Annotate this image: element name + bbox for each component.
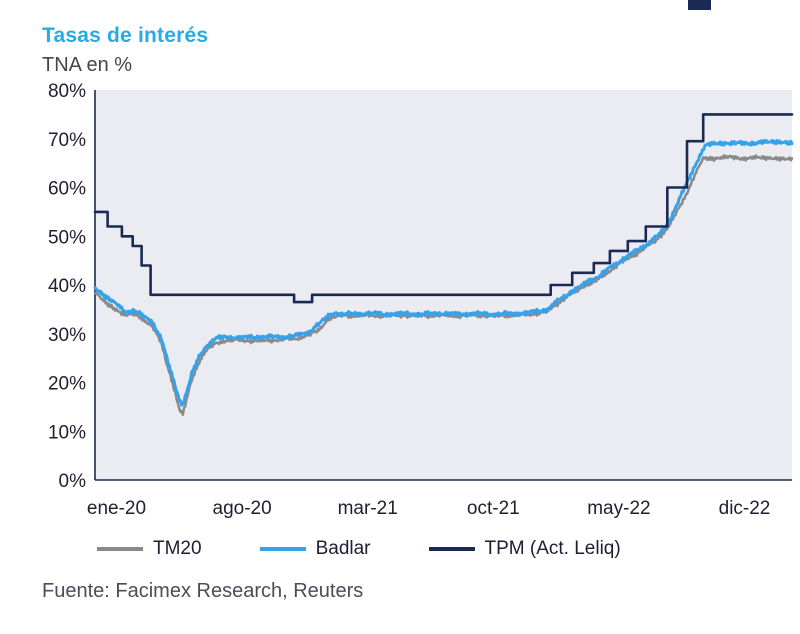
- svg-text:50%: 50%: [48, 227, 86, 248]
- chart-subtitle: TNA en %: [42, 54, 133, 76]
- svg-text:ene-20: ene-20: [87, 498, 146, 519]
- source-note: Fuente: Facimex Research, Reuters: [42, 580, 364, 602]
- svg-text:80%: 80%: [48, 82, 86, 102]
- tm20-line-swatch: [97, 547, 143, 551]
- chart-legend: TM20 Badlar TPM (Act. Leliq): [97, 538, 621, 560]
- chart-title: Tasas de interés: [42, 24, 209, 47]
- badlar-line-swatch: [259, 547, 306, 551]
- rates-chart-svg: 0% 10% 20% 30% 40% 50% 60% 70% 80% ene-20 ago-20 ma…: [48, 82, 794, 519]
- tpm-line-swatch: [428, 547, 475, 551]
- svg-text:oct-21: oct-21: [467, 498, 520, 519]
- legend-item-badlar: Badlar: [259, 538, 371, 560]
- legend-label-tm20: TM20: [153, 538, 202, 559]
- svg-text:40%: 40%: [48, 276, 86, 297]
- svg-text:ago-20: ago-20: [213, 498, 272, 519]
- svg-text:20%: 20%: [48, 374, 86, 395]
- legend-item-tm20: TM20: [97, 538, 202, 560]
- legend-item-tpm: TPM (Act. Leliq): [428, 538, 621, 560]
- legend-label-tpm: TPM (Act. Leliq): [484, 538, 621, 559]
- svg-text:0%: 0%: [59, 471, 87, 492]
- svg-text:60%: 60%: [48, 179, 86, 200]
- legend-label-badlar: Badlar: [315, 538, 371, 559]
- svg-text:70%: 70%: [48, 130, 86, 151]
- svg-text:may-22: may-22: [587, 498, 650, 519]
- svg-text:mar-21: mar-21: [338, 498, 398, 519]
- svg-text:10%: 10%: [48, 422, 86, 443]
- corner-accent: [688, 0, 711, 10]
- svg-text:30%: 30%: [48, 325, 86, 346]
- svg-text:dic-22: dic-22: [719, 498, 771, 519]
